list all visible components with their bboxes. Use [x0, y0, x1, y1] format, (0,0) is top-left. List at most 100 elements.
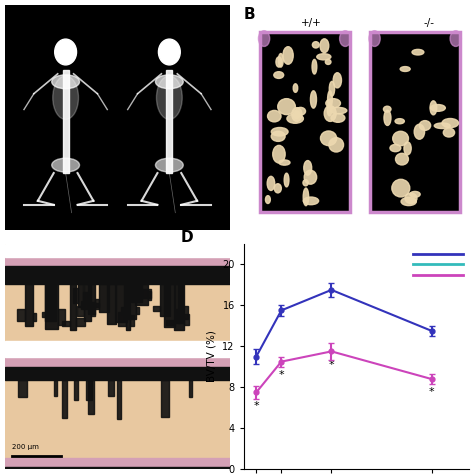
Ellipse shape	[274, 184, 282, 193]
Ellipse shape	[55, 39, 76, 65]
Bar	[161, 380, 169, 417]
Ellipse shape	[395, 118, 404, 124]
Bar	[130, 315, 134, 326]
Ellipse shape	[53, 76, 79, 119]
Ellipse shape	[155, 158, 183, 172]
Ellipse shape	[317, 54, 331, 60]
Text: -/-: -/-	[423, 18, 434, 28]
Bar	[45, 284, 58, 329]
Bar	[165, 320, 174, 325]
Ellipse shape	[158, 39, 180, 65]
Text: 10.8 ±: 10.8 ±	[390, 244, 421, 253]
Bar	[136, 307, 139, 314]
Ellipse shape	[329, 137, 344, 152]
Ellipse shape	[329, 82, 335, 96]
Ellipse shape	[267, 110, 281, 122]
Bar	[178, 284, 183, 323]
Bar	[26, 284, 33, 326]
Ellipse shape	[310, 91, 317, 108]
Bar	[74, 380, 78, 401]
Ellipse shape	[434, 123, 450, 128]
Bar	[88, 380, 94, 414]
Y-axis label: BV/TV (%): BV/TV (%)	[207, 330, 217, 383]
Ellipse shape	[155, 75, 183, 89]
Bar	[153, 306, 160, 311]
Text: +/+: +/+	[301, 18, 322, 28]
Bar	[84, 284, 91, 321]
Ellipse shape	[442, 118, 458, 128]
Text: *: *	[429, 387, 435, 397]
Ellipse shape	[400, 66, 410, 72]
Ellipse shape	[405, 193, 417, 203]
Bar	[175, 309, 178, 319]
Ellipse shape	[324, 106, 336, 121]
Bar	[135, 284, 148, 305]
Text: B: B	[244, 7, 255, 22]
Ellipse shape	[287, 114, 303, 123]
Bar	[5, 284, 230, 341]
Ellipse shape	[414, 124, 425, 139]
Bar	[121, 307, 124, 314]
Ellipse shape	[312, 59, 317, 74]
Ellipse shape	[52, 158, 80, 172]
Ellipse shape	[271, 131, 285, 141]
Bar	[94, 303, 99, 308]
Ellipse shape	[267, 176, 275, 191]
Bar	[73, 288, 78, 302]
Bar	[126, 284, 130, 330]
Ellipse shape	[52, 75, 80, 89]
Ellipse shape	[271, 128, 288, 136]
Ellipse shape	[320, 131, 337, 146]
Bar	[128, 286, 131, 298]
Bar	[5, 341, 230, 356]
Ellipse shape	[419, 120, 431, 130]
Ellipse shape	[330, 108, 347, 114]
Ellipse shape	[392, 179, 410, 197]
Text: *: *	[328, 360, 334, 370]
Bar	[108, 380, 114, 396]
Bar	[189, 380, 192, 397]
Bar	[88, 284, 95, 314]
Bar	[142, 290, 151, 298]
Ellipse shape	[339, 31, 351, 46]
Bar	[33, 313, 36, 321]
Bar	[5, 380, 230, 458]
Text: *: *	[254, 401, 259, 410]
Ellipse shape	[278, 99, 295, 115]
Bar	[131, 284, 142, 302]
Bar	[166, 70, 173, 173]
Ellipse shape	[333, 73, 341, 88]
Ellipse shape	[312, 42, 319, 48]
Ellipse shape	[401, 198, 416, 206]
Bar	[164, 284, 175, 327]
Bar	[63, 70, 69, 173]
Bar	[17, 309, 26, 321]
Bar	[124, 284, 136, 319]
Bar	[183, 306, 188, 319]
Ellipse shape	[326, 99, 340, 108]
Ellipse shape	[303, 188, 309, 206]
Ellipse shape	[276, 57, 282, 67]
Ellipse shape	[369, 31, 380, 46]
Ellipse shape	[303, 197, 319, 205]
Ellipse shape	[443, 128, 455, 137]
Bar	[62, 380, 66, 419]
FancyBboxPatch shape	[260, 32, 350, 212]
Bar	[5, 367, 230, 380]
Bar	[118, 312, 126, 326]
Bar	[5, 358, 230, 367]
Text: 200 μm: 200 μm	[11, 444, 38, 450]
Ellipse shape	[320, 39, 329, 53]
Ellipse shape	[283, 46, 293, 64]
Ellipse shape	[410, 191, 420, 197]
Bar	[160, 284, 170, 316]
Ellipse shape	[284, 173, 289, 187]
Ellipse shape	[274, 72, 283, 78]
Bar	[99, 284, 109, 312]
Bar	[58, 309, 65, 325]
Ellipse shape	[450, 31, 461, 46]
Ellipse shape	[393, 131, 409, 146]
Ellipse shape	[278, 54, 283, 67]
Ellipse shape	[292, 108, 302, 121]
Ellipse shape	[390, 145, 401, 152]
